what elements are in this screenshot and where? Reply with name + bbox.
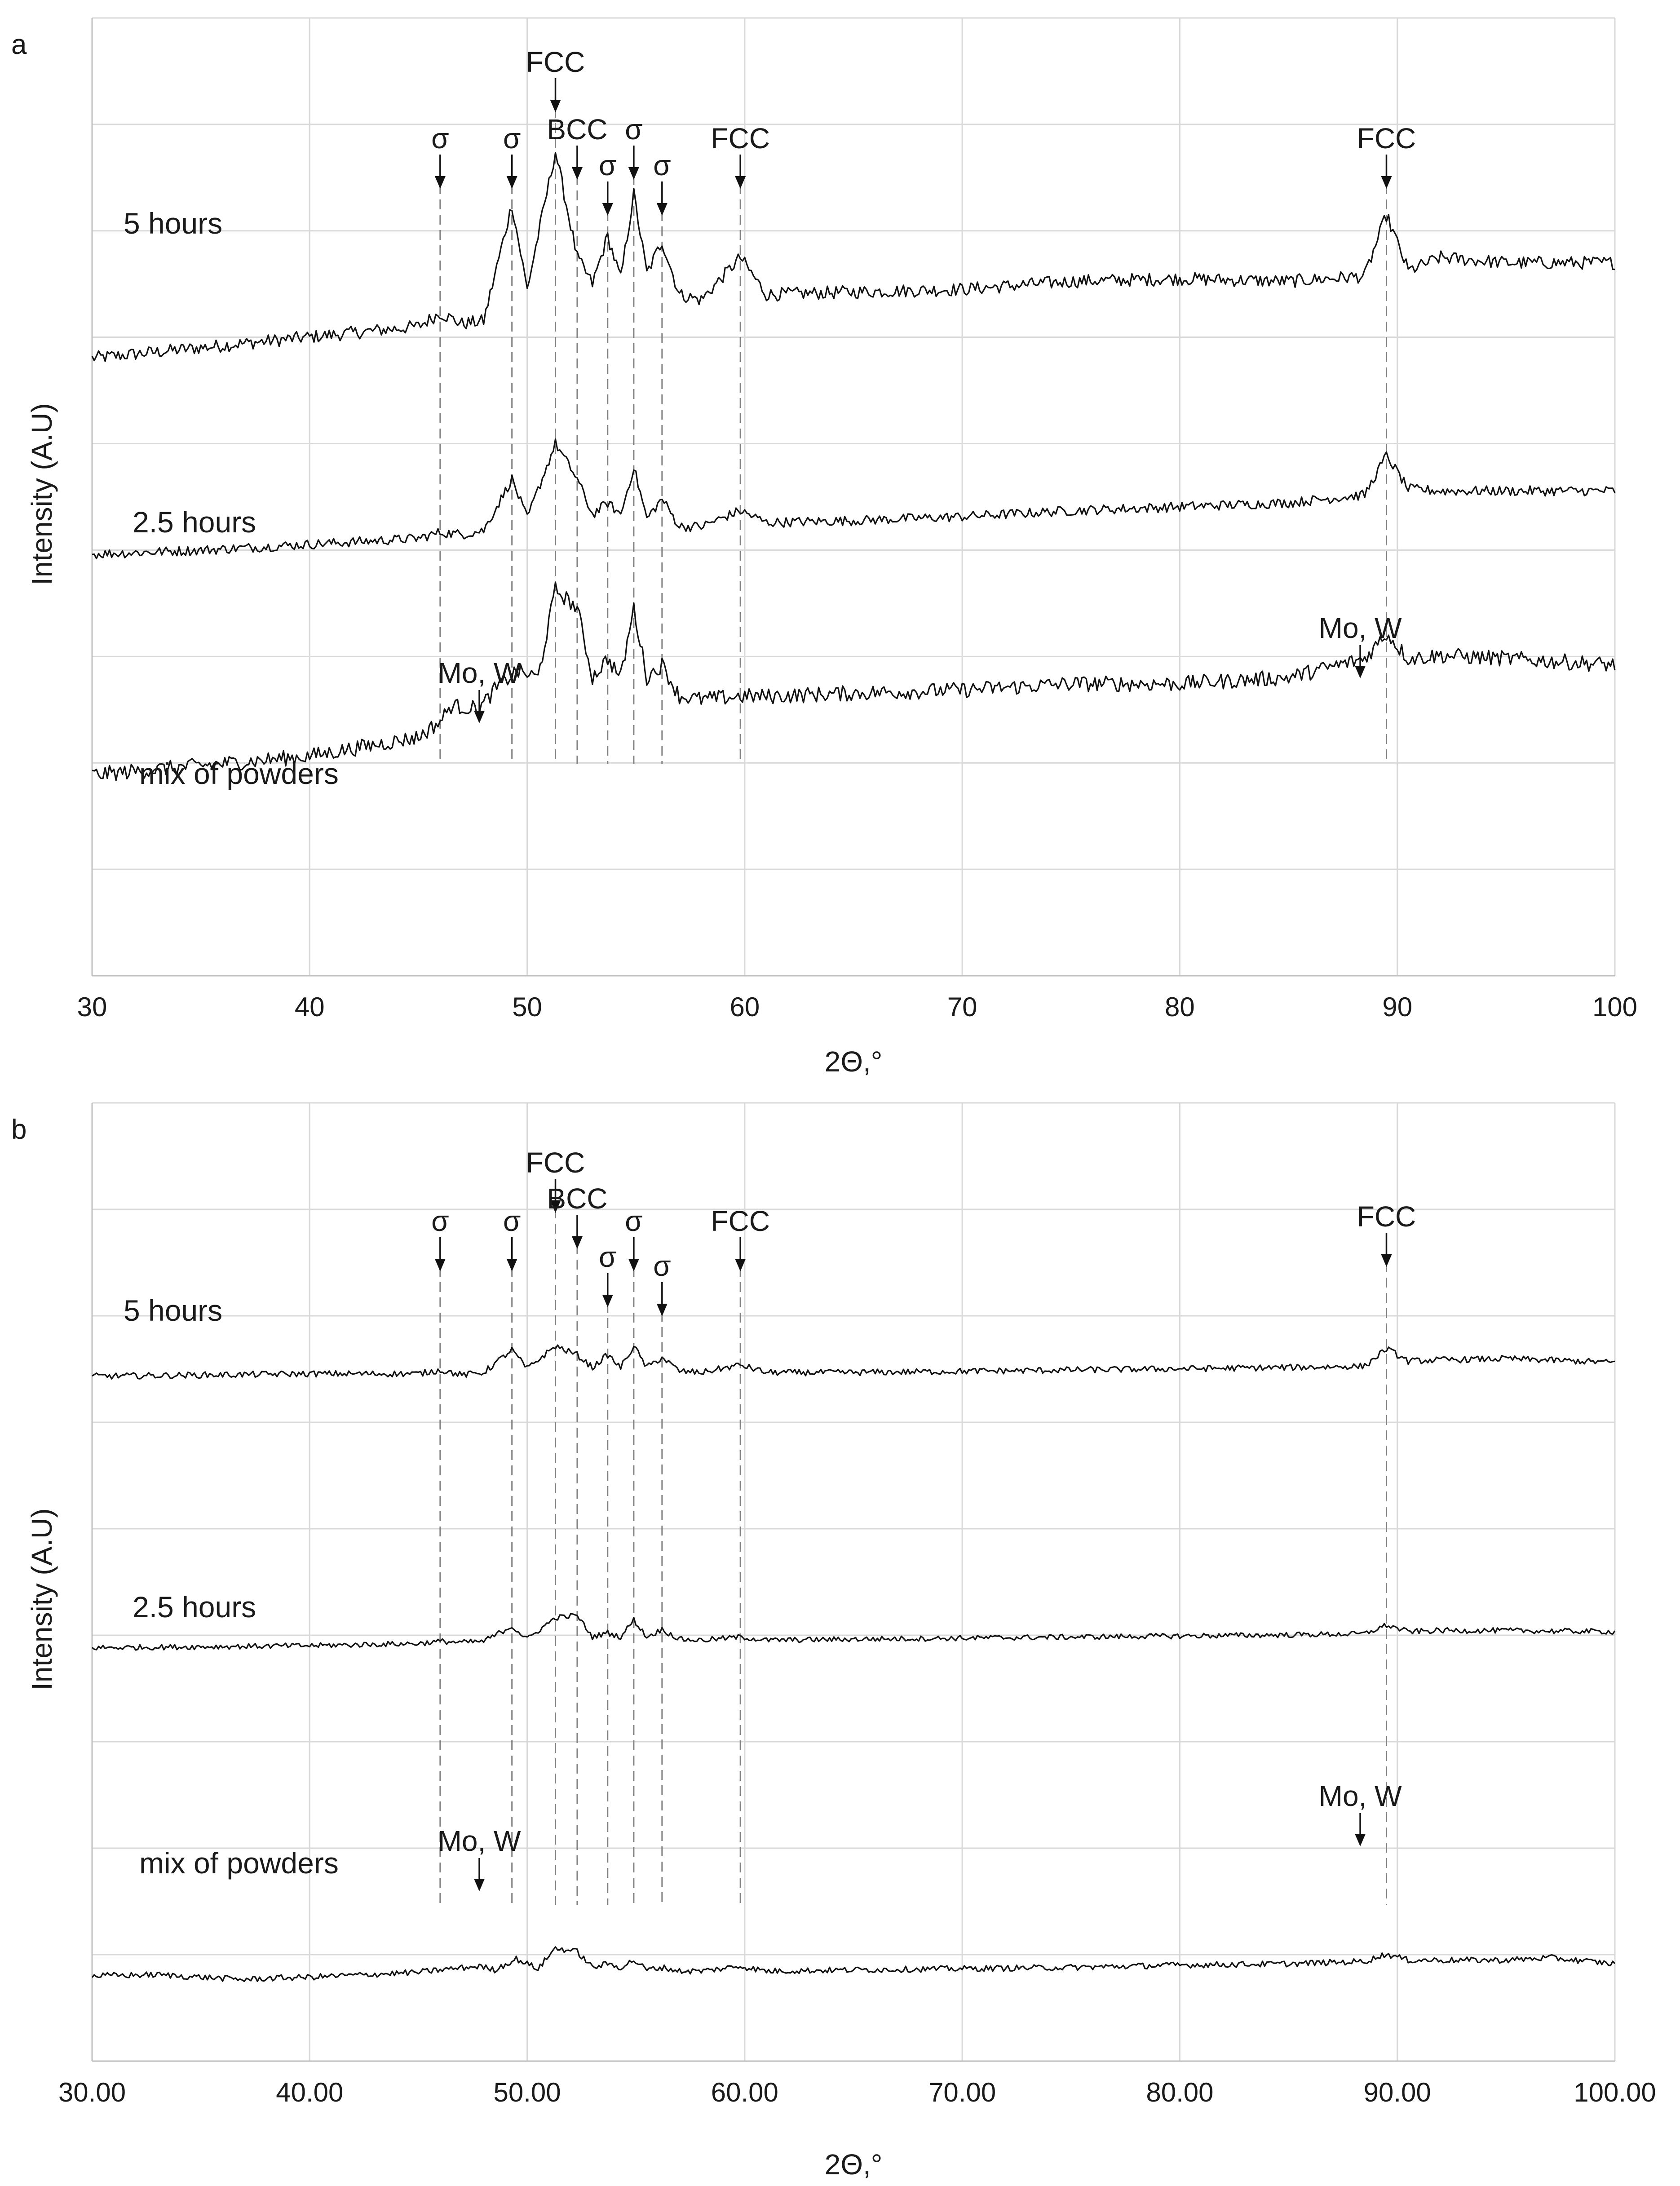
peak-arrowhead: [506, 1259, 517, 1271]
peak-arrowhead: [434, 176, 446, 189]
curve-label: 2.5 hours: [133, 505, 256, 539]
y-axis-label: Intensity (A.U): [26, 403, 58, 585]
chart-panel-b: b 30.00 40.00 50.00 60.00 70.00 80.00 90.00 100.…: [11, 1102, 1656, 2181]
curve-label: mix of powders: [139, 1846, 339, 1880]
x-tick-label: 60: [729, 992, 760, 1022]
mo-w-label: Mo, W: [438, 657, 521, 689]
x-tick-label: 80.00: [1146, 2077, 1213, 2107]
peak-label: σ: [431, 122, 449, 155]
x-tick-label: 100: [1592, 992, 1637, 1022]
peak-label: σ: [599, 1241, 617, 1273]
peak-label: σ: [625, 113, 643, 146]
series-line-2-5-hours: [92, 1613, 1616, 1651]
mo-w-label: Mo, W: [1319, 612, 1402, 644]
peak-arrowhead: [602, 203, 613, 216]
peak-arrowhead: [628, 167, 639, 180]
peak-label: BCC: [547, 113, 607, 146]
peak-arrowhead: [1381, 176, 1392, 189]
peak-arrowhead: [602, 1295, 613, 1307]
peak-arrowhead: [628, 1259, 639, 1271]
x-tick-label: 100.00: [1574, 2077, 1656, 2107]
peak-label: BCC: [547, 1182, 607, 1215]
x-tick-label: 60.00: [711, 2077, 778, 2107]
x-tick-label: 40: [295, 992, 325, 1022]
peak-arrowhead: [434, 1259, 446, 1271]
x-axis-label: 2Θ,°: [825, 2148, 883, 2181]
peak-label: σ: [503, 1205, 521, 1237]
peak-arrowhead: [550, 100, 561, 112]
x-tick-label: 90: [1382, 992, 1412, 1022]
curve-label: 2.5 hours: [133, 1590, 256, 1624]
x-tick-label: 30: [77, 992, 107, 1022]
series-line-mix-of-powders: [91, 1946, 1616, 1982]
peak-label: FCC: [711, 122, 770, 155]
peak-label: σ: [653, 1250, 671, 1282]
peak-label: FCC: [1357, 1200, 1416, 1233]
peak-arrowhead: [735, 1259, 746, 1271]
peak-arrowhead: [506, 176, 517, 189]
x-tick-label: 80: [1165, 992, 1195, 1022]
mo-w-arrowhead: [1355, 1834, 1366, 1846]
peak-label: FCC: [711, 1205, 770, 1237]
mo-w-arrowhead: [1355, 666, 1366, 678]
curve-label: 5 hours: [124, 207, 222, 240]
x-axis-label: 2Θ,°: [825, 1045, 883, 1078]
series-line-5-hours: [92, 1344, 1615, 1380]
panel-letter: b: [11, 1114, 27, 1145]
peak-arrowhead: [656, 1304, 668, 1316]
peak-arrowhead: [735, 176, 746, 189]
x-tick-label: 40.00: [276, 2077, 343, 2107]
peak-label: σ: [653, 149, 671, 181]
peak-label: σ: [431, 1205, 449, 1237]
peak-arrowhead: [571, 1236, 583, 1249]
mo-w-arrowhead: [474, 711, 485, 723]
peak-label: FCC: [526, 1146, 585, 1179]
series-line-2-5-hours: [92, 438, 1616, 559]
mo-w-arrowhead: [474, 1879, 485, 1891]
x-tick-label: 70: [947, 992, 977, 1022]
peak-label: σ: [599, 149, 617, 181]
series-line-mix-of-powders: [92, 581, 1616, 781]
curve-label: 5 hours: [124, 1294, 222, 1327]
x-tick-label: 70.00: [928, 2077, 996, 2107]
peak-label: σ: [625, 1205, 643, 1237]
peak-arrowhead: [550, 1200, 561, 1213]
chart-panel-a: a 30 40 50 60 70 80 90 100 2Θ,° Intensity (A.U) 5 h…: [11, 17, 1637, 1078]
peak-arrowhead: [656, 203, 668, 216]
x-tick-label: 50: [512, 992, 542, 1022]
peak-label: FCC: [526, 46, 585, 78]
curve-label: mix of powders: [139, 757, 339, 790]
series-line-5-hours: [91, 152, 1615, 362]
panel-letter: a: [11, 29, 27, 60]
x-tick-label: 30.00: [58, 2077, 126, 2107]
x-tick-label: 90.00: [1364, 2077, 1431, 2107]
mo-w-label: Mo, W: [438, 1825, 521, 1857]
y-axis-label: Intensity (A.U): [26, 1508, 58, 1690]
peak-arrowhead: [571, 167, 583, 180]
peak-arrowhead: [1381, 1254, 1392, 1267]
mo-w-label: Mo, W: [1319, 1780, 1402, 1812]
peak-label: σ: [503, 122, 521, 155]
peak-label: FCC: [1357, 122, 1416, 155]
x-tick-label: 50.00: [493, 2077, 561, 2107]
